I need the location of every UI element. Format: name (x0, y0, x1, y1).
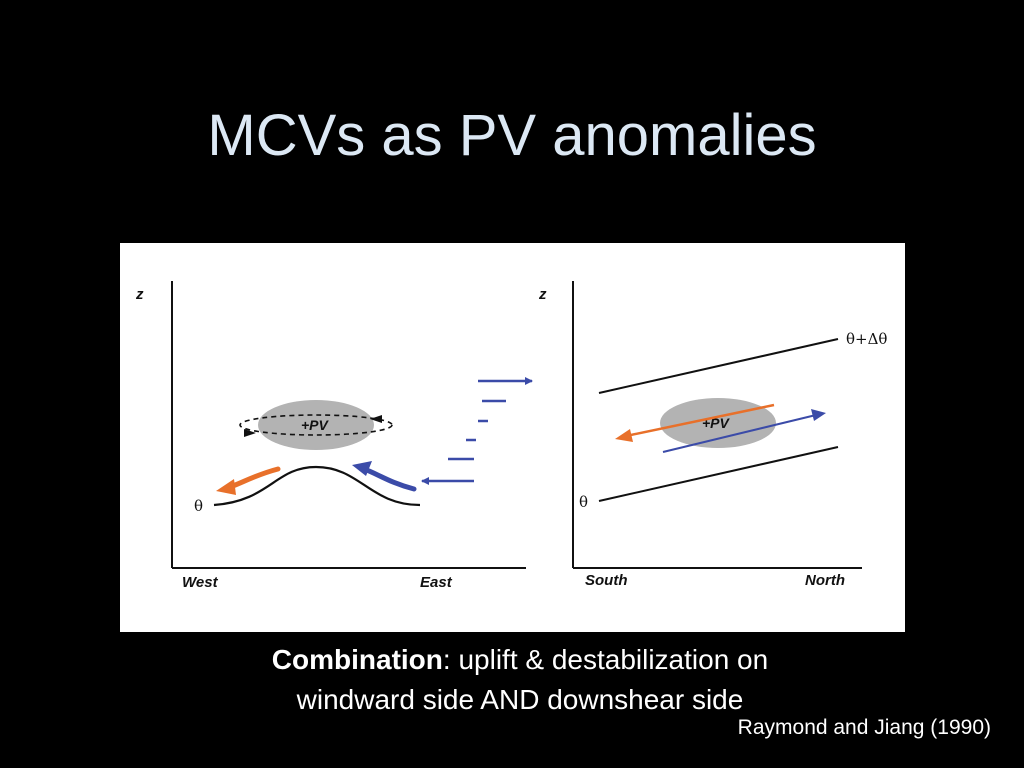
theta-wave (214, 467, 420, 505)
left-blue-arrowhead (352, 461, 372, 476)
right-panel: z South North θ+Δθ θ +PV (538, 281, 887, 589)
left-blue-flow (364, 469, 414, 489)
left-panel: z West East θ +PV (135, 281, 532, 591)
right-north-label: North (805, 572, 845, 589)
caption-line1-rest: : uplift & destabilization on (443, 644, 768, 675)
right-blue-arrowhead (811, 409, 826, 421)
left-theta-label: θ (194, 497, 203, 515)
figure-panel: z West East θ +PV (120, 243, 905, 632)
figure-diagram: z West East θ +PV (120, 243, 905, 632)
wind-profile (422, 381, 532, 481)
right-theta-upper-label: θ+Δθ (846, 330, 887, 348)
left-west-label: West (182, 574, 219, 591)
right-south-label: South (585, 572, 628, 589)
left-pv-label: +PV (301, 417, 330, 433)
lower-isentrope (599, 447, 838, 501)
left-z-label: z (135, 286, 144, 303)
right-theta-label: θ (579, 493, 588, 511)
citation: Raymond and Jiang (1990) (738, 716, 991, 740)
upper-isentrope (599, 339, 838, 393)
slide-title: MCVs as PV anomalies (0, 100, 1024, 172)
caption-line-1: Combination: uplift & destabilization on (0, 640, 1024, 680)
caption-bold: Combination (272, 644, 443, 675)
caption: Combination: uplift & destabilization on… (0, 640, 1024, 720)
caption-line-2: windward side AND downshear side (0, 680, 1024, 720)
right-z-label: z (538, 286, 547, 303)
left-orange-arrowhead (216, 479, 236, 495)
right-orange-arrowhead (615, 429, 633, 442)
left-east-label: East (420, 574, 453, 591)
